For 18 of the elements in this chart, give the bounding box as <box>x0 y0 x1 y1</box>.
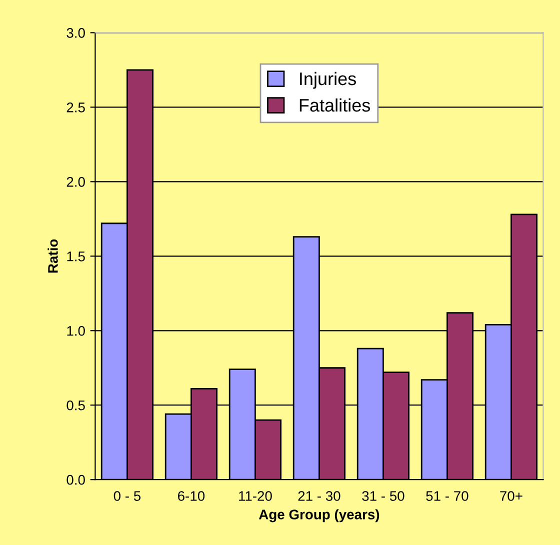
legend-label: Fatalities <box>300 98 370 112</box>
x-tick-label: 0 - 5 <box>114 491 141 501</box>
y-tick-label: 3.0 <box>66 28 85 38</box>
x-tick-label: 21 - 30 <box>298 491 340 501</box>
y-tick-label: 2.0 <box>66 177 85 187</box>
x-tick-label: 31 - 50 <box>362 491 404 501</box>
y-tick-label: 2.5 <box>66 102 85 112</box>
y-tick-label: 0.0 <box>66 474 85 485</box>
legend-label: Injuries <box>300 72 356 89</box>
y-axis-title: Ratio <box>48 239 58 273</box>
x-tick-label: 51 - 70 <box>426 491 468 501</box>
y-tick-label: 1.0 <box>67 326 85 336</box>
y-tick-label: 1.5 <box>67 252 85 262</box>
x-tick-label: 11-20 <box>239 491 272 501</box>
x-tick-label: 70+ <box>500 491 522 501</box>
x-axis-title: Age Group (years) <box>258 509 380 522</box>
x-tick-label: 6-10 <box>178 491 205 501</box>
y-tick-label: 0.5 <box>66 400 85 410</box>
